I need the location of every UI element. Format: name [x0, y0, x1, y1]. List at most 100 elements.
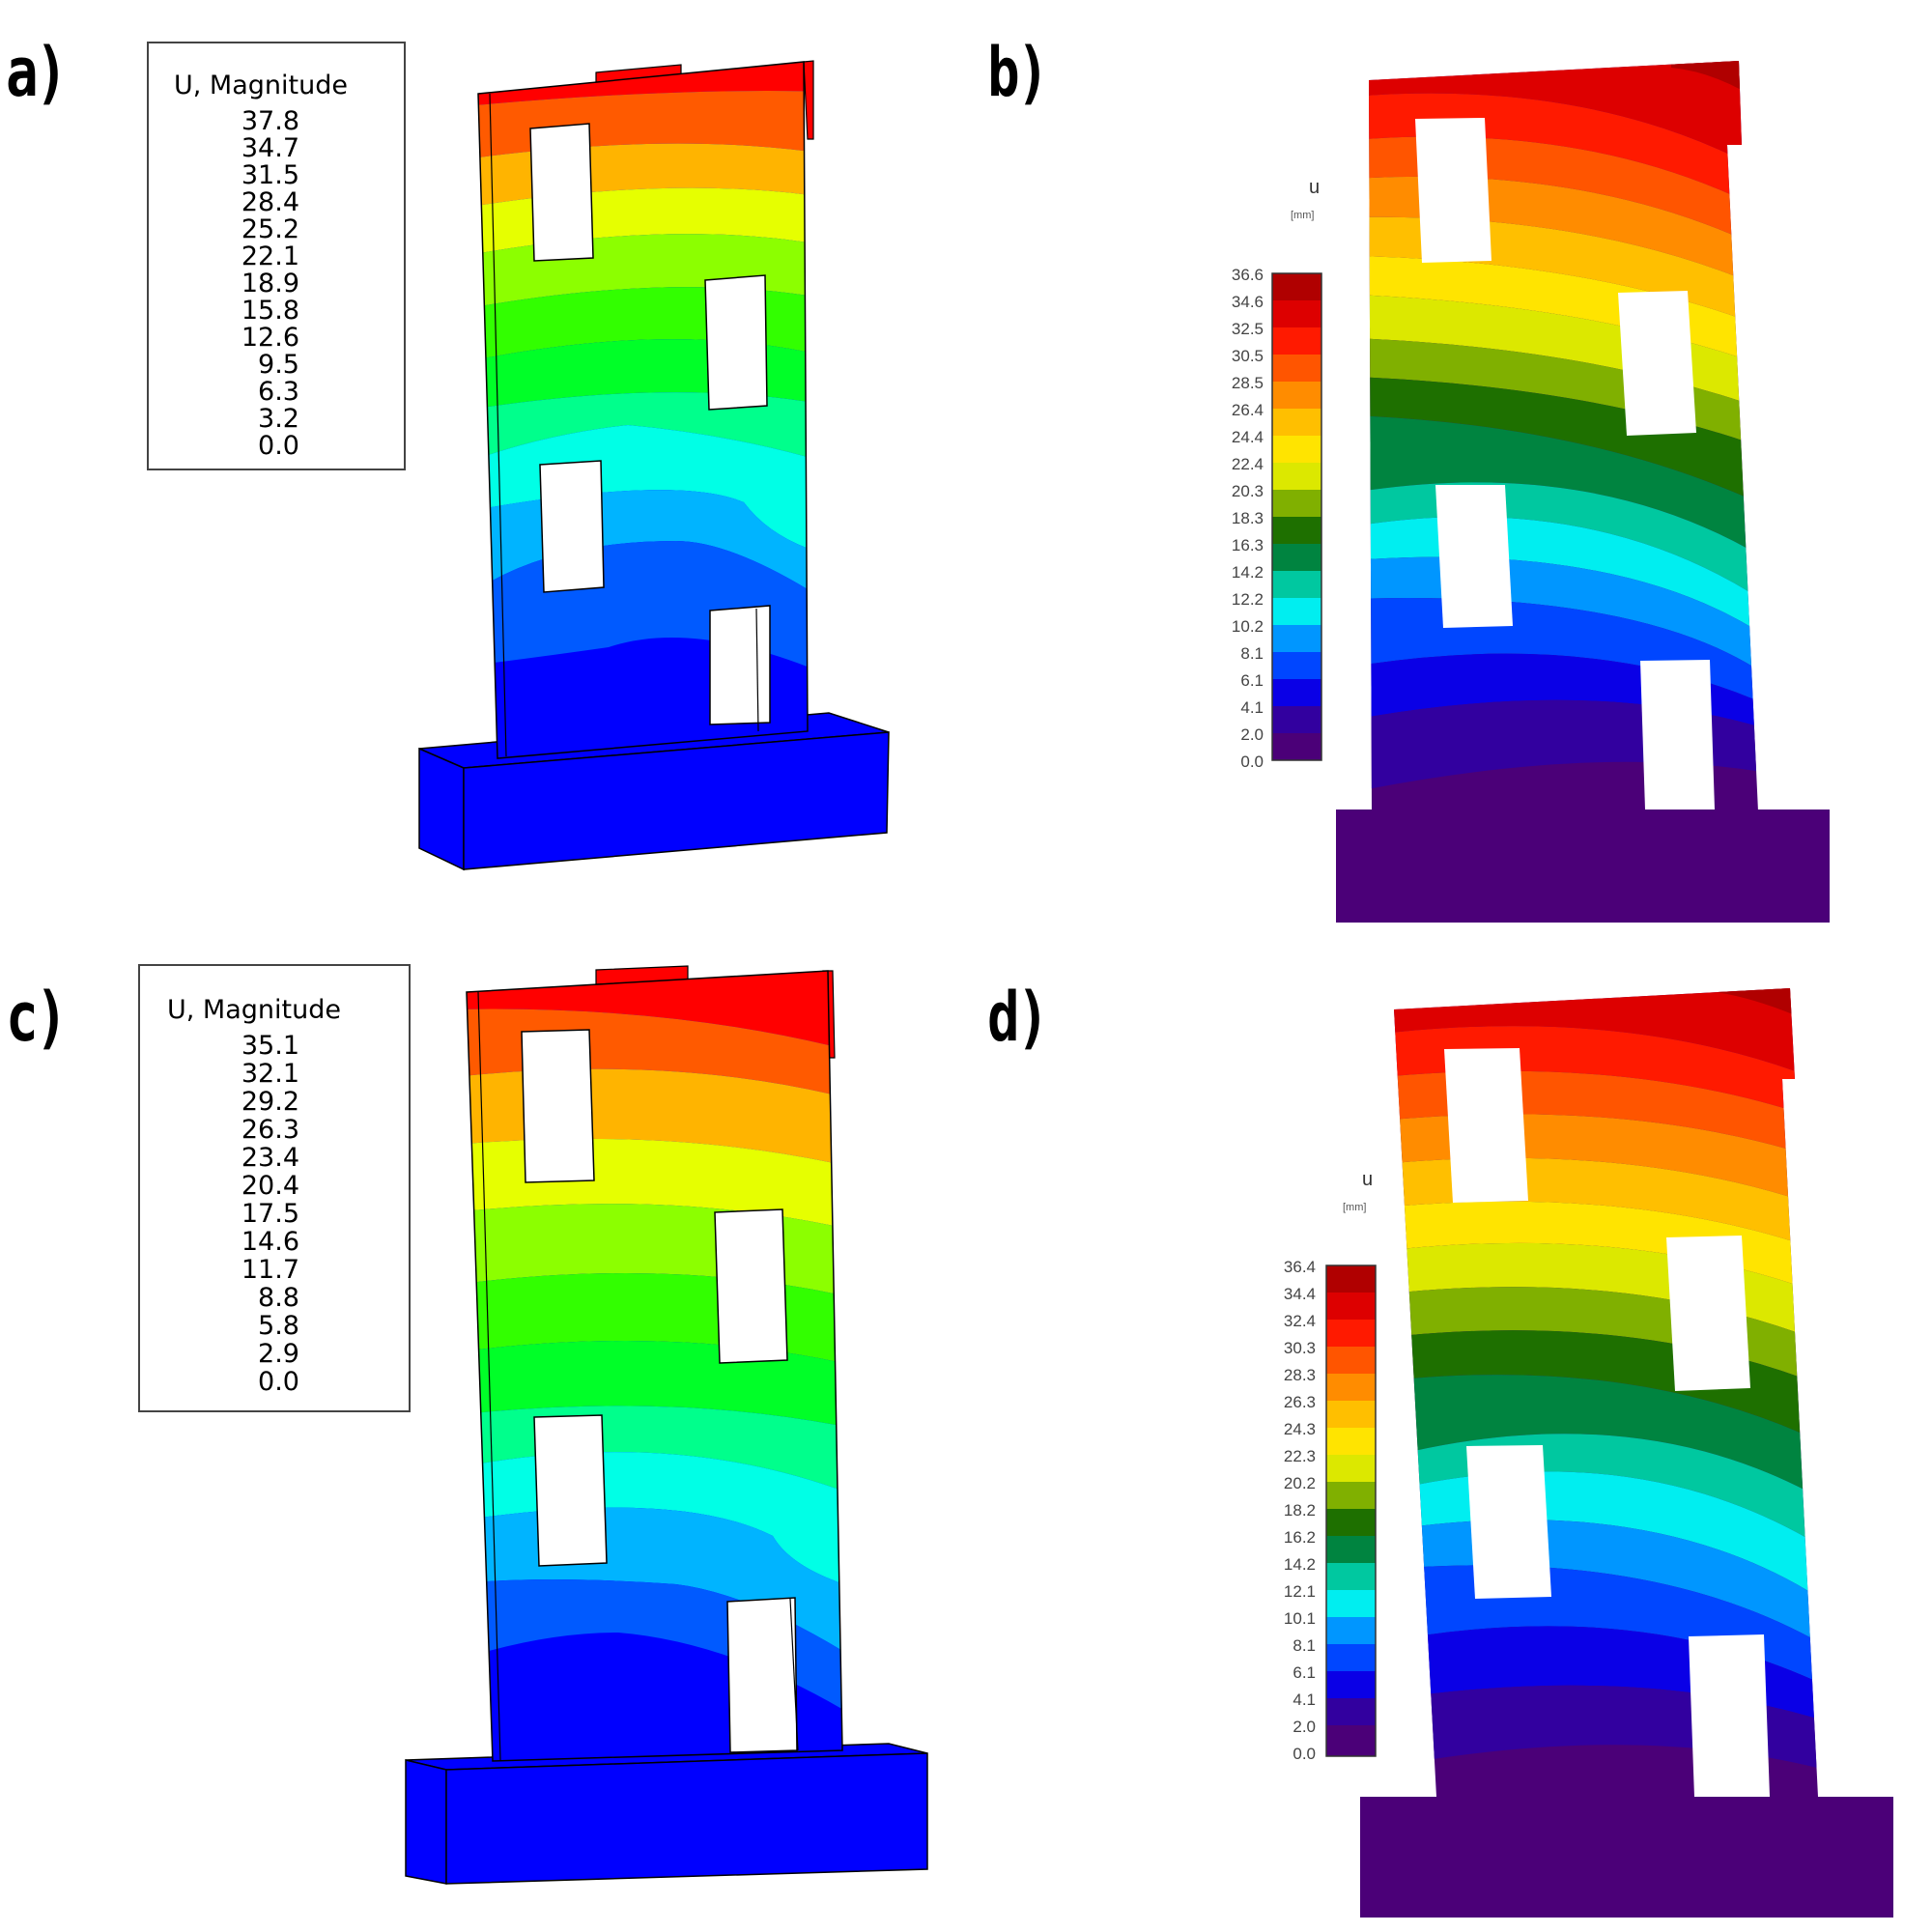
door-opening [1640, 660, 1715, 810]
legend-tick: 12.2 [1231, 590, 1264, 609]
opening [521, 1029, 595, 1183]
legend-tick: 36.6 [1231, 266, 1264, 284]
opening [1666, 1236, 1750, 1391]
legend-tick: 6.1 [1293, 1663, 1316, 1682]
panel-c-model [405, 965, 928, 1885]
door-opening [709, 605, 771, 725]
legend-c [138, 964, 411, 1412]
legend-tick: 8.1 [1240, 644, 1264, 663]
panel-label-c: c) [6, 978, 68, 1057]
legend-a [147, 42, 406, 470]
legend-tick: 32.5 [1231, 320, 1264, 338]
legend-tick: 12.1 [1283, 1582, 1316, 1601]
legend-tick: 5.8 [258, 1311, 299, 1341]
legend-tick: 37.8 [241, 106, 299, 136]
panel-d-model [1360, 988, 1893, 1918]
wall-edge-flange [803, 60, 814, 140]
legend-tick: 14.2 [1231, 563, 1264, 582]
opening [1466, 1445, 1551, 1599]
legend-tick: 28.3 [1283, 1366, 1316, 1384]
legend-tick: 18.3 [1231, 509, 1264, 527]
legend-tick: 31.5 [241, 160, 299, 190]
legend-tick: 2.0 [1293, 1718, 1316, 1736]
door-opening [1689, 1634, 1770, 1797]
legend-tick: 36.4 [1283, 1258, 1316, 1276]
legend-tick: 10.2 [1231, 617, 1264, 636]
legend-tick: 8.8 [258, 1283, 299, 1313]
legend-tick: 14.6 [241, 1227, 299, 1257]
opening [1415, 118, 1492, 263]
panel-label-d: d) [987, 978, 1049, 1057]
legend-tick: 10.1 [1283, 1609, 1316, 1628]
legend-tick: 28.5 [1231, 374, 1264, 392]
opening [539, 460, 605, 593]
legend-tick: 18.9 [241, 269, 299, 298]
opening [533, 1414, 608, 1567]
opening [1435, 485, 1513, 628]
legend-tick: 14.2 [1283, 1555, 1316, 1574]
legend-tick: 22.1 [241, 242, 299, 271]
panel-b-model [1336, 61, 1830, 923]
legend-tick: 9.5 [258, 350, 299, 380]
legend-tick: 2.0 [1240, 725, 1264, 744]
legend-tick: 30.5 [1231, 347, 1264, 365]
footing-side-face [405, 1759, 447, 1885]
legend-c-title: U, Magnitude [167, 995, 341, 1025]
legend-tick: 8.1 [1293, 1636, 1316, 1655]
legend-tick: 16.3 [1231, 536, 1264, 554]
legend-tick: 24.4 [1231, 428, 1264, 446]
legend-tick: 6.1 [1240, 671, 1264, 690]
legend-tick: 6.3 [258, 377, 299, 407]
legend-tick: 20.4 [241, 1171, 299, 1201]
legend-tick: 4.1 [1293, 1690, 1316, 1709]
panel-label-a: a) [6, 33, 68, 112]
footing-side-face [418, 747, 465, 871]
opening [714, 1208, 788, 1364]
legend-tick: 26.3 [241, 1115, 299, 1145]
legend-tick: 15.8 [241, 296, 299, 326]
door-opening [726, 1597, 798, 1753]
legend-b-unit: [mm] [1291, 210, 1315, 221]
legend-tick: 20.2 [1283, 1474, 1316, 1492]
legend-tick: 12.6 [241, 323, 299, 353]
legend-tick: 22.3 [1283, 1447, 1316, 1465]
legend-tick: 34.6 [1231, 293, 1264, 311]
legend-b-colorbar [1271, 272, 1322, 761]
wall-outline [477, 61, 809, 759]
legend-tick: 20.3 [1231, 482, 1264, 500]
legend-tick: 26.4 [1231, 401, 1264, 419]
legend-tick: 0.0 [1240, 753, 1264, 771]
panel-label-b: b) [987, 33, 1049, 112]
legend-tick: 25.2 [241, 214, 299, 244]
legend-tick: 0.0 [1293, 1745, 1316, 1763]
legend-tick: 28.4 [241, 187, 299, 217]
footing [1360, 1797, 1893, 1918]
footing-front-face [463, 731, 890, 870]
legend-tick: 29.2 [241, 1087, 299, 1117]
opening [529, 123, 594, 262]
legend-tick: 34.7 [241, 133, 299, 163]
opening [1444, 1048, 1528, 1203]
legend-b-title: u [1309, 177, 1321, 198]
panel-a-model [418, 60, 890, 871]
legend-d-colorbar [1325, 1264, 1377, 1757]
legend-tick: 26.3 [1283, 1393, 1316, 1411]
legend-a-title: U, Magnitude [174, 71, 348, 100]
legend-tick: 18.2 [1283, 1501, 1316, 1520]
legend-tick: 11.7 [241, 1255, 299, 1285]
legend-tick: 3.2 [258, 404, 299, 434]
legend-tick: 0.0 [258, 1367, 299, 1397]
legend-tick: 23.4 [241, 1143, 299, 1173]
footing-front-face [445, 1752, 928, 1885]
wall-outline [466, 970, 843, 1762]
legend-tick: 34.4 [1283, 1285, 1316, 1303]
legend-tick: 17.5 [241, 1199, 299, 1229]
legend-tick: 30.3 [1283, 1339, 1316, 1357]
footing [1336, 810, 1830, 923]
legend-tick: 0.0 [258, 431, 299, 461]
opening [1618, 291, 1696, 436]
legend-d-unit: [mm] [1343, 1202, 1367, 1213]
legend-tick: 32.4 [1283, 1312, 1316, 1330]
